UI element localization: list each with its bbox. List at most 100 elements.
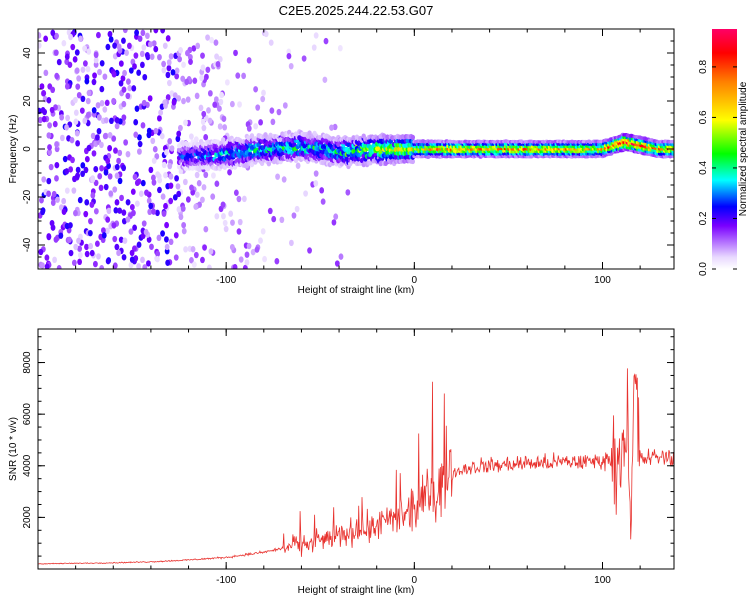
spectrogram-cell bbox=[102, 73, 108, 80]
spectrogram-cell bbox=[182, 178, 188, 186]
spectrogram-cell bbox=[322, 76, 328, 83]
spectrogram-cell bbox=[116, 43, 122, 50]
spectrogram-cell bbox=[147, 208, 153, 216]
spectrogram-cell bbox=[121, 86, 127, 93]
spectrogram-cell bbox=[121, 37, 126, 44]
spectrogram-cell bbox=[160, 230, 165, 237]
spectrogram-cell bbox=[271, 215, 277, 223]
spectrogram-cell bbox=[75, 140, 81, 147]
spectrogram-cell bbox=[214, 213, 220, 220]
spectrogram-cell bbox=[121, 114, 127, 121]
colorbar-gradient bbox=[712, 29, 737, 269]
spectrogram-cell bbox=[217, 56, 223, 63]
spectrogram-cell bbox=[40, 107, 46, 114]
spectrogram-y-label: Frequency (Hz) bbox=[8, 115, 19, 184]
spectrogram-cell bbox=[163, 202, 168, 210]
spectrogram-cell bbox=[175, 183, 181, 190]
spectrogram-cell bbox=[141, 220, 147, 227]
spectrogram-cell bbox=[105, 157, 111, 165]
spectrogram-cell bbox=[172, 194, 178, 201]
spectrogram-cell bbox=[89, 249, 95, 257]
spectrogram-cell bbox=[121, 217, 127, 225]
spectrogram-cell bbox=[90, 132, 96, 140]
spectrogram-cell bbox=[191, 261, 197, 268]
spectrogram-cell bbox=[133, 52, 139, 59]
spectrogram-cell bbox=[176, 190, 182, 198]
spectrogram-cell bbox=[164, 236, 169, 243]
spectrogram-cell bbox=[86, 48, 92, 55]
spectrogram-cell bbox=[83, 210, 89, 218]
spectrogram-cell bbox=[151, 208, 156, 215]
spectrogram-cell bbox=[129, 249, 135, 257]
spectrogram-cell bbox=[93, 56, 99, 64]
snr-y-tick-label: 8000 bbox=[22, 351, 33, 374]
spectrogram-cell bbox=[122, 29, 128, 34]
spectrogram-cell bbox=[233, 49, 238, 57]
spectrogram-cell bbox=[159, 132, 165, 140]
spectrogram-cell bbox=[170, 69, 176, 76]
spectrogram-cell bbox=[105, 216, 111, 223]
spectrogram-cell bbox=[114, 122, 120, 130]
spectrogram-cell bbox=[214, 180, 220, 187]
spectrogram-cell bbox=[102, 106, 108, 113]
spectrogram-cell bbox=[73, 209, 78, 217]
spectrogram-cell bbox=[181, 97, 186, 105]
spectrogram-cell bbox=[221, 115, 227, 122]
spectrogram-cell bbox=[157, 177, 163, 184]
spectrogram-cell bbox=[75, 83, 81, 90]
spectrogram-cell bbox=[336, 141, 341, 148]
spectrogram-cell bbox=[53, 236, 59, 243]
spectrogram-cell bbox=[139, 50, 145, 58]
spectrogram-cell bbox=[39, 197, 44, 204]
spectrogram-cell bbox=[103, 117, 109, 124]
spectrogram-cell bbox=[168, 173, 174, 180]
spectrogram-cell bbox=[203, 171, 209, 179]
spectrogram-cell bbox=[137, 148, 142, 155]
spectrogram-cell bbox=[127, 84, 133, 92]
spectrogram-cell bbox=[276, 108, 282, 116]
spectrogram-cell bbox=[87, 229, 93, 237]
spectrogram-cell bbox=[112, 235, 118, 243]
spectrogram-cell bbox=[244, 251, 250, 258]
spectrogram-cell bbox=[64, 83, 70, 90]
spectrogram-cell bbox=[91, 150, 97, 157]
spectrogram-cell bbox=[189, 257, 194, 264]
spectrogram-panel: -100 0 100 -40 -20 0 20 40 Height of straight … bbox=[8, 28, 675, 296]
spectrogram-cell bbox=[40, 262, 45, 269]
spectrogram-cell bbox=[246, 125, 252, 132]
spectrogram-cell bbox=[331, 219, 337, 226]
spectrogram-cell bbox=[311, 44, 317, 51]
spectrogram-cell bbox=[169, 145, 175, 152]
spectrogram-cell bbox=[43, 69, 49, 77]
spectrogram-cell bbox=[258, 119, 263, 126]
spectrogram-cell bbox=[82, 117, 88, 125]
spectrogram-cell bbox=[54, 161, 60, 169]
spectrogram-cell bbox=[46, 97, 52, 104]
spectrogram-cell bbox=[142, 264, 148, 269]
spectrogram-cell bbox=[71, 259, 77, 266]
spectrogram-cell bbox=[229, 243, 235, 251]
spectrogram-cell bbox=[136, 241, 142, 248]
spectrogram-cell bbox=[319, 187, 325, 194]
spectrogram-cell bbox=[160, 29, 166, 34]
spectrogram-cell bbox=[181, 61, 186, 68]
spectrogram-cell bbox=[131, 85, 137, 92]
spectrogram-x-tick-label: -100 bbox=[216, 275, 236, 286]
spectrogram-cell bbox=[253, 86, 259, 93]
spectrogram-cell bbox=[123, 139, 129, 146]
spectrogram-cell bbox=[339, 161, 344, 167]
spectrogram-cell bbox=[410, 158, 416, 165]
spectrogram-cell bbox=[61, 208, 67, 215]
spectrogram-cell bbox=[132, 224, 138, 231]
spectrogram-cell bbox=[137, 140, 143, 148]
spectrogram-cell bbox=[64, 187, 70, 194]
spectrogram-cell bbox=[98, 184, 104, 192]
spectrogram-cell bbox=[187, 53, 193, 61]
spectrogram-cell bbox=[258, 237, 263, 244]
spectrogram-cell bbox=[168, 238, 174, 246]
spectrogram-cell bbox=[410, 134, 416, 140]
spectrogram-cell bbox=[91, 78, 97, 86]
spectrogram-cell bbox=[107, 30, 113, 38]
spectrogram-cell bbox=[250, 248, 256, 256]
spectrogram-cell bbox=[241, 195, 247, 203]
